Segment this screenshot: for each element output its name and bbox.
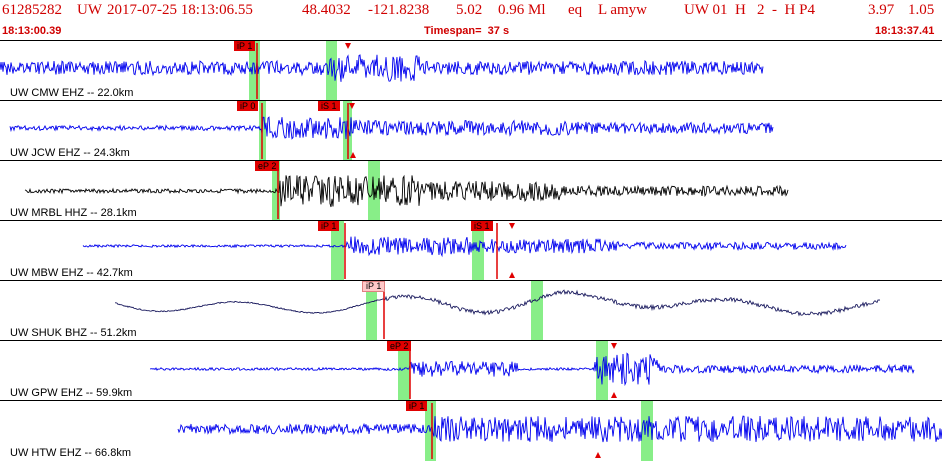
pick-label[interactable]: iS 1 bbox=[318, 101, 340, 111]
waveform-line bbox=[24, 174, 789, 208]
waveform bbox=[115, 281, 881, 341]
end-time: 18:13:37.41 bbox=[875, 25, 935, 37]
event-id: 61285282 bbox=[2, 2, 62, 18]
arrival-marker bbox=[350, 152, 356, 158]
arrival-marker bbox=[611, 343, 617, 349]
event-type: eq bbox=[568, 2, 583, 18]
arrival-marker bbox=[509, 223, 515, 229]
waveform bbox=[0, 41, 764, 101]
waveform-line bbox=[177, 415, 942, 443]
station-label: UW HTW EHZ -- 66.8km bbox=[10, 447, 131, 459]
source-info: UW 01 H 2 - H P4 bbox=[684, 2, 815, 18]
pick-window bbox=[366, 281, 377, 341]
station-label: UW CMW EHZ -- 22.0km bbox=[10, 87, 134, 99]
arrival-marker bbox=[345, 43, 351, 49]
waveform bbox=[149, 341, 915, 401]
event-flags: L amyw bbox=[598, 2, 648, 18]
arrival-marker bbox=[349, 103, 355, 109]
magnitude: 0.96 Ml bbox=[498, 2, 546, 18]
start-time: 18:13:00.39 bbox=[2, 25, 62, 37]
network-code: UW bbox=[77, 2, 102, 18]
trace-panel-cmw[interactable]: iP 1 UW CMW EHZ -- 22.0km bbox=[0, 40, 942, 101]
quality-value-1: 3.97 bbox=[868, 2, 895, 18]
trace-panel-mbw[interactable]: iP 1 iS 1 UW MBW EHZ -- 42.7km bbox=[0, 220, 942, 281]
longitude: -121.8238 bbox=[368, 2, 430, 18]
pick-label[interactable]: iP 0 bbox=[237, 101, 259, 111]
arrival-marker bbox=[509, 272, 515, 278]
pick-window bbox=[472, 221, 484, 281]
event-header: 61285282 UW 2017-07-25 18:13:06.55 48.40… bbox=[0, 0, 942, 40]
trace-panel-shuk[interactable]: iP 1 UW SHUK BHZ -- 51.2km bbox=[0, 280, 942, 341]
timespan: Timespan= 37 s bbox=[424, 25, 510, 37]
waveform bbox=[177, 401, 942, 461]
latitude: 48.4032 bbox=[302, 2, 351, 18]
pick-window bbox=[641, 401, 653, 461]
pick-label[interactable]: iS 1 bbox=[471, 221, 493, 231]
station-label: UW JCW EHZ -- 24.3km bbox=[10, 147, 130, 159]
pick-label[interactable]: iP 1 bbox=[362, 281, 386, 292]
waveform-line bbox=[0, 54, 764, 82]
pick-label[interactable]: iP 1 bbox=[318, 221, 340, 231]
trace-panel-gpw[interactable]: eP 2 UW GPW EHZ -- 59.9km bbox=[0, 340, 942, 401]
station-label: UW MRBL HHZ -- 28.1km bbox=[10, 207, 137, 219]
pick-window bbox=[272, 161, 280, 221]
waveform bbox=[9, 101, 774, 161]
seismogram-traces: iP 1 UW CMW EHZ -- 22.0km iP 0 iS 1 UW J… bbox=[0, 40, 942, 461]
pick-label[interactable]: eP 2 bbox=[387, 341, 412, 351]
waveform bbox=[24, 161, 789, 221]
pick-label[interactable]: iP 1 bbox=[406, 401, 428, 411]
pick-label[interactable]: iP 1 bbox=[234, 41, 256, 51]
waveform-line bbox=[9, 116, 774, 140]
trace-panel-htw[interactable]: iP 1 UW HTW EHZ -- 66.8km bbox=[0, 400, 942, 461]
trace-panel-jcw[interactable]: iP 0 iS 1 UW JCW EHZ -- 24.3km bbox=[0, 100, 942, 161]
origin-datetime: 2017-07-25 18:13:06.55 bbox=[107, 2, 253, 18]
waveform-line bbox=[82, 236, 847, 258]
depth: 5.02 bbox=[456, 2, 483, 18]
quality-value-2: 1.05 bbox=[908, 2, 935, 18]
pick-window bbox=[331, 221, 344, 281]
station-label: UW GPW EHZ -- 59.9km bbox=[10, 387, 133, 399]
pick-label[interactable]: eP 2 bbox=[255, 161, 280, 171]
waveform-line bbox=[149, 352, 915, 387]
arrival-marker bbox=[595, 452, 601, 458]
pick-window bbox=[596, 341, 608, 401]
station-label: UW SHUK BHZ -- 51.2km bbox=[10, 327, 137, 339]
pick-window bbox=[531, 281, 543, 341]
waveform bbox=[82, 221, 847, 281]
trace-panel-mrbl[interactable]: eP 2 UW MRBL HHZ -- 28.1km bbox=[0, 160, 942, 221]
waveform-line bbox=[115, 289, 881, 317]
pick-window bbox=[398, 341, 410, 401]
arrival-marker bbox=[611, 392, 617, 398]
station-label: UW MBW EHZ -- 42.7km bbox=[10, 267, 133, 279]
